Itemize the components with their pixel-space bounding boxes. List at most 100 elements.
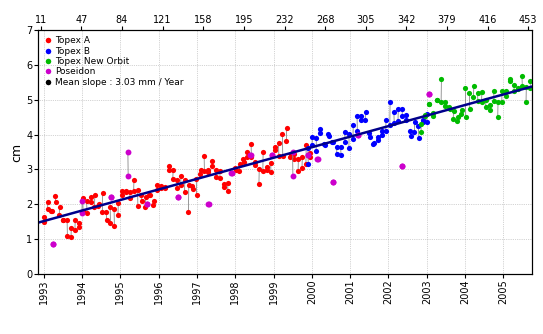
Point	[180, 177, 189, 182]
Point	[353, 132, 362, 137]
Point	[419, 118, 427, 123]
Legend: Topex A, Topex B, Topex New Orbit, Poseidon, Mean slope : 3.03 mm / Year: Topex A, Topex B, Topex New Orbit, Posei…	[42, 35, 186, 89]
Point	[377, 128, 386, 134]
Point	[301, 162, 310, 167]
Point	[397, 163, 406, 169]
Point	[421, 112, 430, 117]
Point	[216, 169, 224, 174]
Point	[102, 217, 111, 222]
Point	[123, 149, 132, 155]
Point	[473, 91, 482, 96]
Point	[324, 134, 333, 139]
Point	[165, 163, 174, 168]
Point	[125, 190, 134, 195]
Point	[228, 170, 236, 176]
Point	[200, 168, 209, 174]
Point	[422, 120, 431, 125]
Point	[157, 185, 166, 191]
Point	[394, 119, 402, 124]
Point	[373, 137, 382, 143]
Point	[424, 92, 433, 97]
Point	[86, 199, 95, 205]
Point	[312, 135, 321, 140]
Point	[83, 199, 91, 204]
Point	[173, 185, 181, 190]
Point	[94, 201, 103, 206]
Point	[255, 181, 263, 186]
Point	[397, 163, 406, 169]
Point	[482, 97, 490, 103]
Point	[228, 170, 236, 176]
Point	[67, 225, 75, 231]
Point	[328, 140, 337, 145]
Point	[308, 142, 317, 148]
Point	[78, 210, 86, 216]
Point	[274, 153, 283, 158]
Point	[361, 117, 370, 123]
Point	[270, 144, 279, 149]
Point	[418, 119, 427, 125]
Point	[320, 142, 329, 147]
Point	[481, 104, 490, 109]
Point	[86, 194, 95, 200]
Point	[465, 107, 474, 112]
Point	[274, 140, 283, 145]
Point	[258, 168, 267, 173]
Point	[223, 181, 232, 186]
Point	[369, 141, 378, 146]
Point	[192, 177, 200, 182]
Point	[477, 90, 486, 95]
Point	[224, 189, 232, 194]
Point	[262, 168, 271, 173]
Point	[204, 167, 213, 172]
Point	[353, 132, 362, 137]
Point	[462, 115, 470, 120]
Point	[98, 190, 107, 195]
Point	[374, 134, 382, 139]
Point	[239, 159, 248, 165]
Point	[51, 199, 60, 205]
Point	[449, 109, 458, 114]
Point	[110, 223, 119, 228]
Point	[208, 163, 217, 168]
Point	[518, 83, 527, 89]
Point	[212, 167, 220, 172]
Point	[173, 195, 182, 200]
Point	[63, 233, 72, 239]
Point	[49, 241, 58, 247]
Point	[219, 184, 228, 189]
Point	[308, 134, 317, 139]
Point	[357, 114, 365, 119]
Point	[477, 99, 486, 105]
Point	[49, 241, 58, 247]
Point	[329, 179, 337, 184]
Point	[251, 162, 260, 167]
Point	[278, 132, 287, 137]
Point	[71, 227, 79, 232]
Point	[246, 153, 255, 158]
Point	[188, 187, 197, 192]
Point	[441, 103, 450, 108]
Point	[316, 130, 325, 135]
Point	[290, 151, 299, 157]
Point	[161, 185, 169, 190]
Point	[381, 129, 390, 134]
Point	[369, 141, 378, 146]
Point	[406, 134, 415, 139]
Point	[489, 88, 498, 94]
Point	[243, 154, 251, 159]
Point	[106, 195, 115, 200]
Point	[247, 153, 255, 158]
Point	[298, 154, 307, 159]
Point	[302, 143, 311, 148]
Point	[117, 188, 126, 194]
Point	[294, 168, 302, 174]
Point	[204, 201, 213, 207]
Point	[494, 99, 502, 104]
Point	[118, 193, 127, 198]
Point	[227, 170, 236, 176]
Point	[196, 171, 205, 177]
Point	[502, 93, 510, 99]
Point	[266, 161, 275, 166]
Point	[47, 208, 56, 213]
